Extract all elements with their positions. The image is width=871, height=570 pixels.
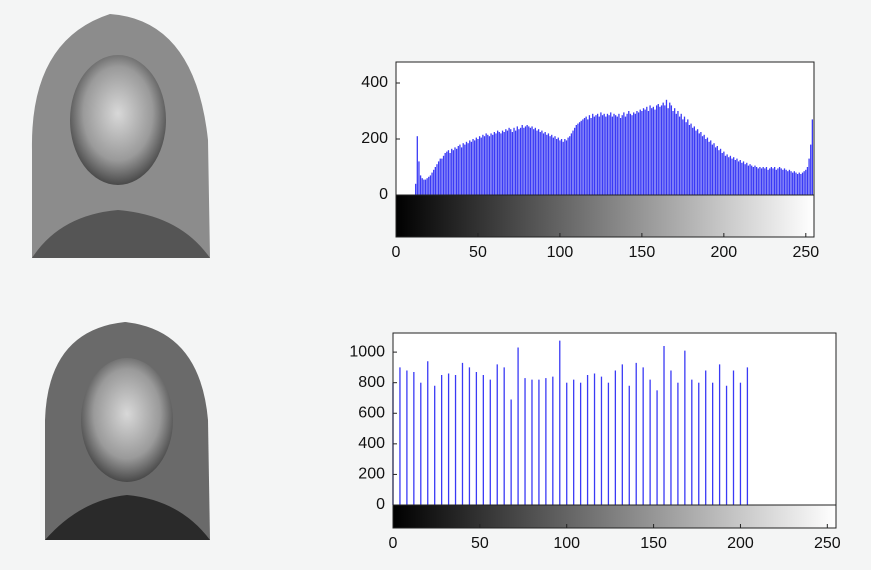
x-tick-label: 150 [629,244,656,261]
charts: 0 200 400 0 50 100 150 200 250 0 200 400 600 800 1000 0… [349,62,840,552]
x-tick-label: 100 [553,535,580,552]
x-tick-label: 250 [792,244,819,261]
x-tick-label: 50 [469,244,487,261]
colorbar [396,195,814,237]
axes-background [393,333,836,505]
screenshot: 0 200 400 0 50 100 150 200 250 0 200 400 600 800 1000 0… [0,0,871,570]
x-tick-label: 0 [389,535,398,552]
x-tick-label: 50 [471,535,489,552]
x-tick-label: 250 [814,535,841,552]
face-image-original [32,14,210,258]
y-tick-label: 0 [379,186,388,203]
x-tick-label: 200 [710,244,737,261]
y-tick-label: 400 [361,74,388,91]
y-tick-label: 1000 [349,343,385,360]
x-tick-label: 0 [392,244,401,261]
y-tick-label: 800 [358,374,385,391]
y-tick-label: 400 [358,435,385,452]
y-tick-label: 0 [376,496,385,513]
y-tick-label: 200 [358,466,385,483]
y-tick-label: 600 [358,404,385,421]
x-tick-label: 100 [547,244,574,261]
y-tick-label: 200 [361,130,388,147]
colorbar [393,505,836,528]
x-tick-label: 200 [727,535,754,552]
x-tick-label: 150 [640,535,667,552]
face-image-equalized [45,322,210,540]
